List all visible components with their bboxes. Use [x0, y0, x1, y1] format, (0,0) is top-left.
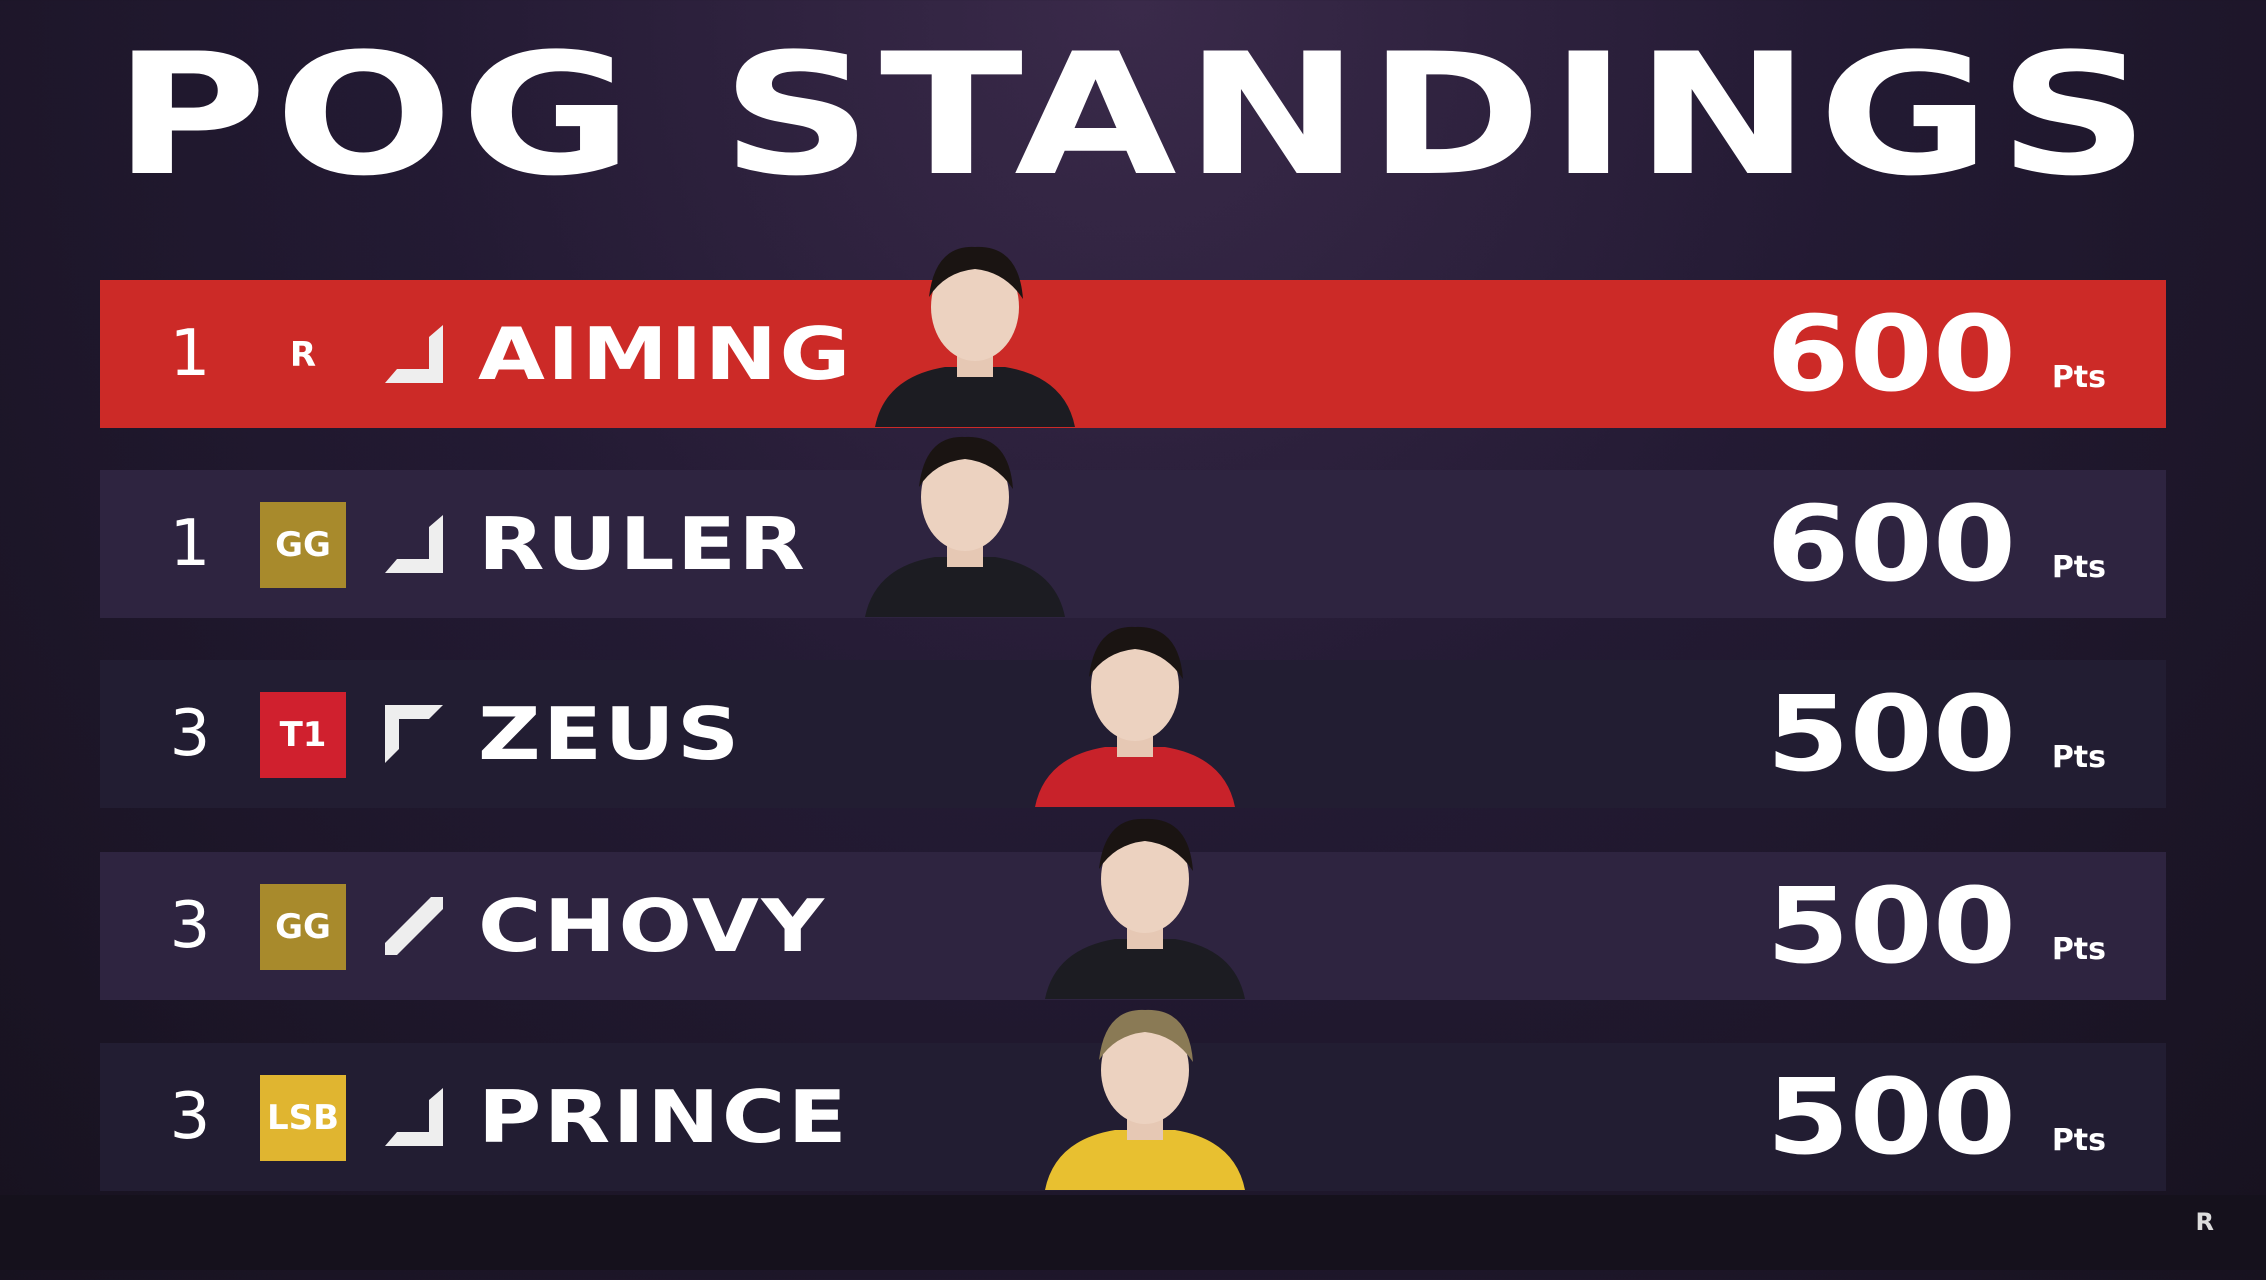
bot-lane-icon [385, 515, 443, 573]
footer-bar [0, 1195, 2266, 1270]
player-photo [1045, 1009, 1245, 1190]
player-photo [875, 246, 1075, 427]
team-logo-text: T1 [279, 715, 327, 755]
rank: 1 [169, 507, 211, 581]
player-photo [1035, 626, 1235, 807]
team-logo-text: GG [275, 907, 331, 947]
team-logo: LSB [260, 1075, 346, 1161]
player-name: CHOVY [478, 884, 827, 968]
points-value: 500 [1766, 1056, 2016, 1178]
team-logo: GG [260, 884, 346, 970]
standing-row: 1 R AIMING 600 Pts [100, 280, 2166, 428]
player-name: ZEUS [478, 692, 742, 776]
player-name: RULER [478, 502, 808, 586]
mid-lane-icon [385, 897, 443, 955]
watermark-logo: R [2195, 1208, 2214, 1236]
rank: 1 [169, 317, 211, 391]
rank: 3 [169, 889, 211, 963]
player-photo [865, 436, 1065, 617]
team-logo-text: R [289, 335, 317, 375]
team-logo: R [260, 312, 346, 398]
points-value: 600 [1766, 483, 2016, 605]
bot-lane-icon [385, 325, 443, 383]
points-unit: Pts [2051, 1123, 2106, 1158]
team-logo-text: LSB [266, 1098, 340, 1138]
page-title: POG STANDINGS [113, 17, 2157, 213]
player-name: AIMING [478, 312, 853, 396]
points-unit: Pts [2051, 932, 2106, 967]
points-unit: Pts [2051, 360, 2106, 395]
top-lane-icon [385, 705, 443, 763]
player-name: PRINCE [478, 1075, 850, 1159]
team-logo-text: GG [275, 525, 331, 565]
points-unit: Pts [2051, 740, 2106, 775]
points-unit: Pts [2051, 550, 2106, 585]
rank: 3 [169, 697, 211, 771]
team-logo: GG [260, 502, 346, 588]
player-photo [1045, 818, 1245, 999]
points-value: 500 [1766, 865, 2016, 987]
team-logo: T1 [260, 692, 346, 778]
standing-row: 1 GG RULER 600 Pts [100, 470, 2166, 618]
rank: 3 [169, 1080, 211, 1154]
points-value: 500 [1766, 673, 2016, 795]
points-value: 600 [1766, 293, 2016, 415]
bot-lane-icon [385, 1088, 443, 1146]
